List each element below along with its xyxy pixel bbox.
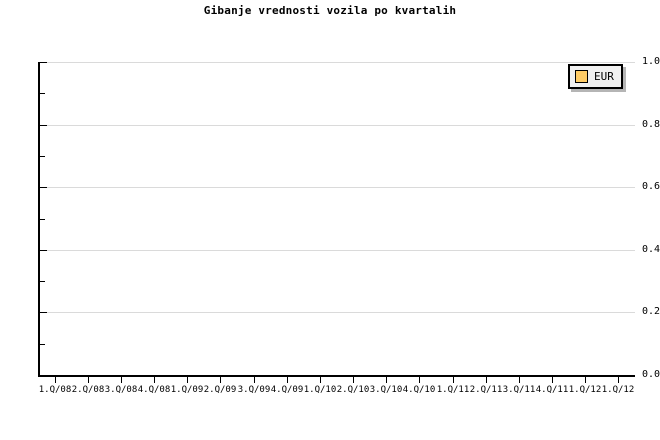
x-axis-label: 3.Q/10 [369, 385, 403, 395]
x-axis-label: 2.Q/08 [71, 385, 105, 395]
x-axis-label: 4.Q/08 [137, 385, 171, 395]
x-axis-tick [320, 377, 321, 383]
x-axis-tick [386, 377, 387, 383]
x-axis-label: 2.Q/11 [469, 385, 503, 395]
x-axis-tick [486, 377, 487, 383]
x-axis-label: 4.Q/10 [402, 385, 436, 395]
y-axis-tick-minor [40, 155, 45, 157]
x-axis-tick [254, 377, 255, 383]
x-axis-label: 2.Q/10 [336, 385, 370, 395]
y-axis-tick-major [40, 375, 47, 376]
x-axis-tick [552, 377, 553, 383]
gridline [38, 124, 635, 126]
chart-title: Gibanje vrednosti vozila po kvartalih [203, 4, 457, 17]
x-axis-label: 3.Q/11 [502, 385, 536, 395]
y-axis-tick-minor [40, 281, 45, 283]
y-axis-tick-minor [40, 93, 45, 95]
x-axis-label: 3.Q/09 [237, 385, 271, 395]
legend-color-swatch [575, 70, 588, 83]
y-axis-tick-major [40, 187, 47, 189]
x-axis-label: 1.Q/11 [436, 385, 470, 395]
x-axis-label: 1.Q/12 [601, 385, 635, 395]
x-axis-tick [585, 377, 586, 383]
gridline [38, 249, 635, 251]
x-axis-label: 1.Q/08 [38, 385, 72, 395]
x-axis-tick [220, 377, 221, 383]
y-axis-tick-major [40, 312, 47, 314]
x-axis-tick [519, 377, 520, 383]
y-axis-tick-major [40, 124, 47, 126]
x-axis-tick [154, 377, 155, 383]
chart-legend: EUR [568, 64, 623, 89]
y-axis-label: 0.2 [641, 306, 660, 318]
x-axis-label: 4.Q/09 [270, 385, 304, 395]
gridline [38, 62, 635, 63]
y-axis-tick-minor [40, 343, 45, 345]
gridline [38, 312, 635, 314]
legend-label: EUR [594, 70, 614, 83]
y-axis-label: 0.4 [641, 243, 660, 255]
x-axis-tick [287, 377, 288, 383]
x-axis-tick [121, 377, 122, 383]
x-axis-label: 3.Q/08 [104, 385, 138, 395]
x-axis-line [38, 375, 635, 377]
x-axis-label: 1.Q/12 [568, 385, 602, 395]
x-axis-tick [353, 377, 354, 383]
x-axis-tick [618, 377, 619, 383]
y-axis-label: 0.8 [641, 118, 660, 130]
x-axis-tick [187, 377, 188, 383]
x-axis-tick [88, 377, 89, 383]
x-axis-tick [453, 377, 454, 383]
x-axis-label: 1.Q/09 [170, 385, 204, 395]
x-axis-label: 1.Q/10 [303, 385, 337, 395]
plot-area [38, 62, 635, 376]
x-axis-label: 4.Q/11 [535, 385, 569, 395]
y-axis-label: 0.6 [641, 181, 660, 193]
gridline [38, 187, 635, 189]
y-axis-tick-major [40, 62, 47, 63]
y-axis-tick-minor [40, 218, 45, 220]
x-axis-label: 2.Q/09 [203, 385, 237, 395]
y-axis-label: 0.0 [641, 369, 660, 380]
y-axis-tick-major [40, 249, 47, 251]
x-axis-tick [55, 377, 56, 383]
y-axis-label: 1.0 [641, 56, 660, 67]
y-axis-line [38, 62, 40, 376]
x-axis-tick [419, 377, 420, 383]
